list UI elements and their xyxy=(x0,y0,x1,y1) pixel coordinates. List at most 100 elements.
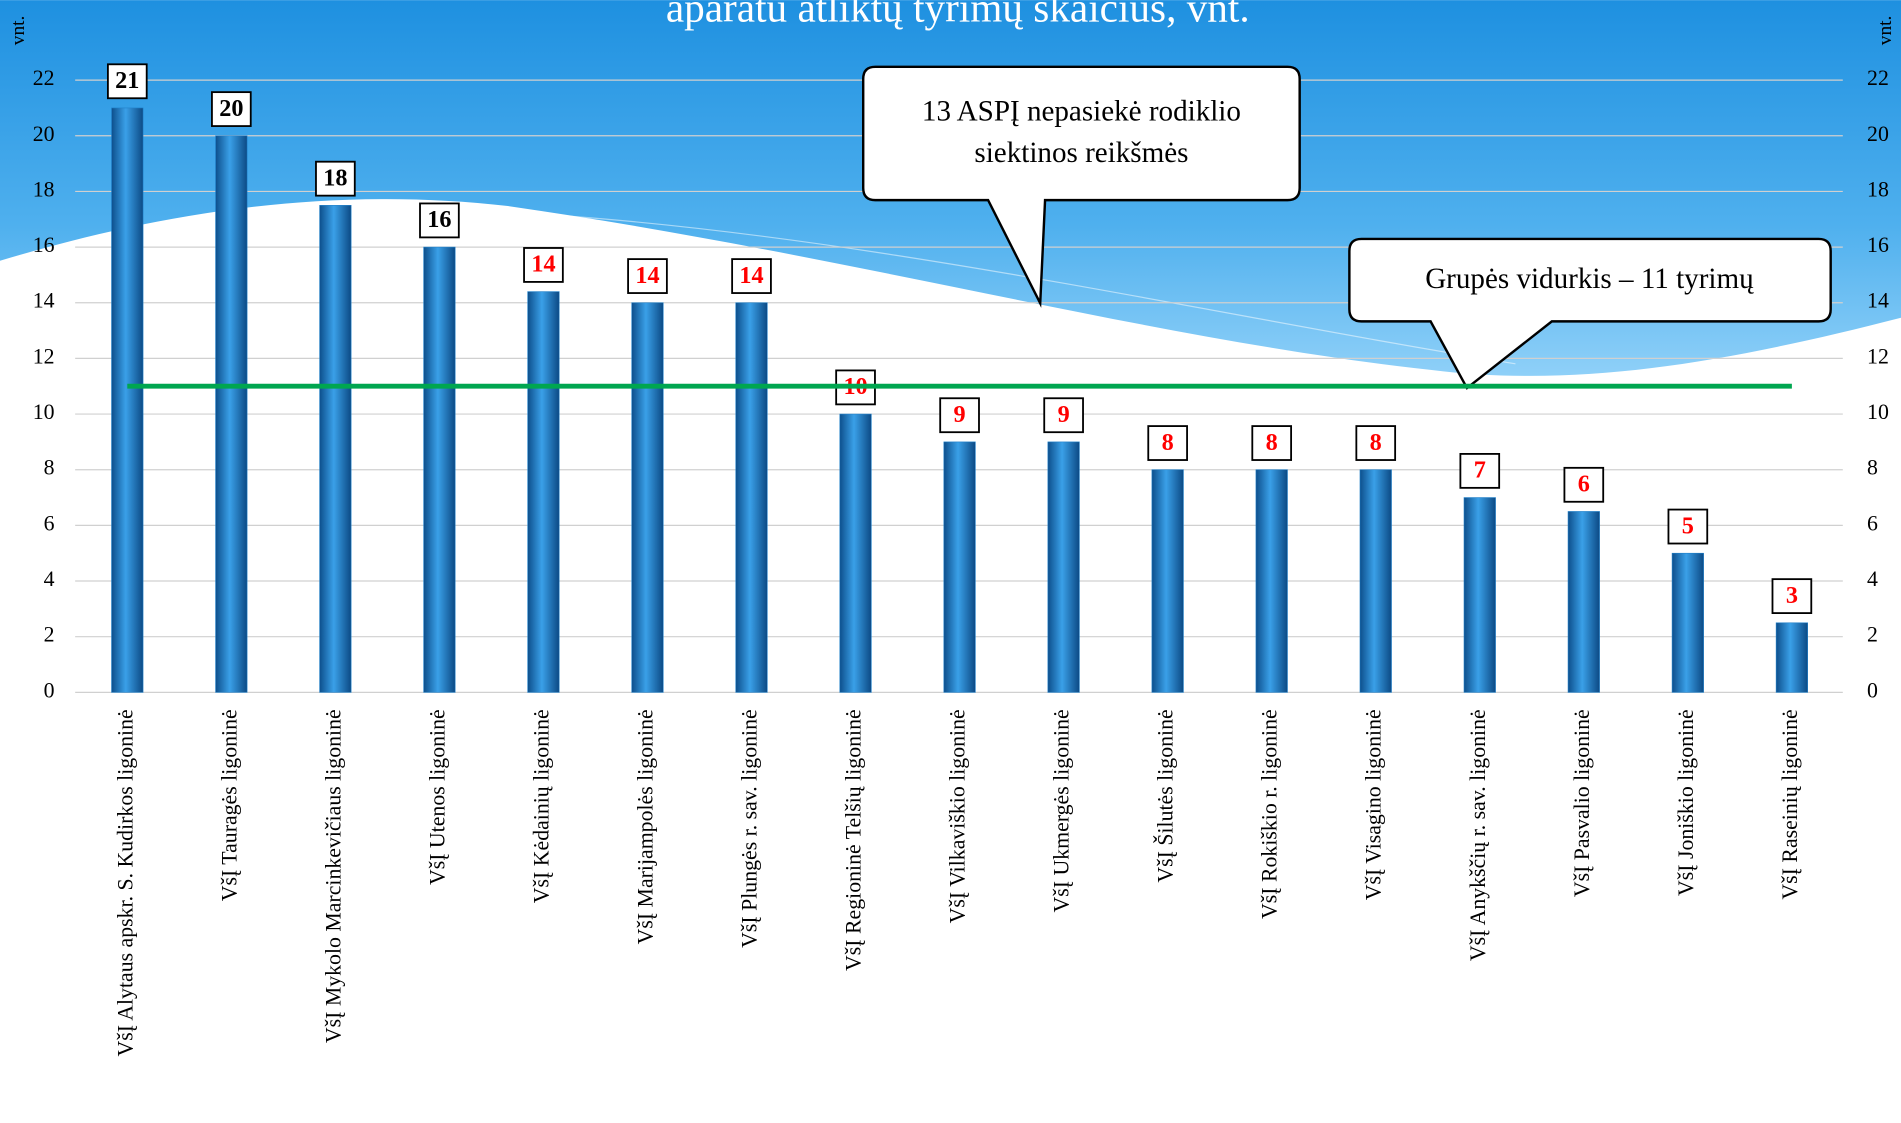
y2-tick-label: 6 xyxy=(1867,511,1878,535)
y-tick-label: 20 xyxy=(33,122,55,146)
x-tick-label: VšĮ Joniškio ligoninė xyxy=(1674,709,1698,896)
x-tick-label: VšĮ Plungės r. sav. ligoninė xyxy=(738,709,762,948)
data-label-box xyxy=(106,63,148,100)
x-tick-label: VšĮ Mykolo Marcinkevičiaus ligoninė xyxy=(321,709,345,1043)
x-tick-label: VšĮ Marijampolės ligoninė xyxy=(633,709,657,944)
data-label-box xyxy=(315,160,356,197)
y-tick-label: 8 xyxy=(44,456,55,480)
y2-tick-label: 8 xyxy=(1867,456,1878,480)
x-tick-label: VšĮ Ukmergės ligoninė xyxy=(1050,709,1074,912)
y2-axis-label: vnt. xyxy=(1875,16,1896,46)
average-label: Grupės vidurkis – 11 tyrimų xyxy=(1425,263,1754,295)
data-label-box xyxy=(1771,578,1813,614)
y2-tick-label: 14 xyxy=(1867,289,1889,313)
y-tick-label: 4 xyxy=(44,567,55,591)
x-tick-label: VšĮ Pasvalio ligoninė xyxy=(1570,709,1594,897)
callout-text: 13 ASPĮ nepasiekė rodiklio xyxy=(922,96,1241,128)
bar xyxy=(215,135,248,693)
x-tick-label: VšĮ Visagino ligoninė xyxy=(1362,709,1386,900)
data-label-box xyxy=(1043,397,1084,434)
bar xyxy=(1047,441,1080,693)
y2-tick-label: 2 xyxy=(1867,623,1878,647)
bar xyxy=(839,413,872,693)
data-label-box xyxy=(1459,453,1501,489)
callout-box xyxy=(1348,237,1832,390)
bar xyxy=(527,291,560,693)
data-label: 18 xyxy=(323,164,347,191)
x-tick-label: VšĮ Alytaus apskr. S. Kudirkos ligoninė xyxy=(113,709,137,1056)
data-label-box xyxy=(419,202,460,239)
bar xyxy=(319,205,352,693)
y-tick-label: 14 xyxy=(33,289,55,313)
x-tick-label: VšĮ Kėdainių ligoninė xyxy=(529,709,553,903)
y-tick-label: 0 xyxy=(44,678,55,702)
data-label: 14 xyxy=(635,262,659,289)
x-tick-label: VšĮ Regioninė Telšių ligoninė xyxy=(842,709,866,971)
data-label: 9 xyxy=(954,401,966,428)
x-tick-label: VšĮ Raseinių ligoninė xyxy=(1778,709,1802,899)
data-label: 5 xyxy=(1682,512,1694,539)
x-tick-label: VšĮ Utenos ligoninė xyxy=(425,709,449,885)
bar xyxy=(1151,469,1184,693)
bar xyxy=(1359,469,1392,693)
y-axis-label: vnt. xyxy=(8,16,29,46)
data-label-box xyxy=(523,247,564,283)
data-label: 20 xyxy=(219,95,243,122)
y2-tick-label: 4 xyxy=(1867,567,1878,591)
callout: 13 ASPĮ nepasiekė rodiklio siektinos reik… xyxy=(861,65,1301,308)
data-label: 16 xyxy=(427,206,451,233)
data-label-box xyxy=(211,91,252,127)
chart-title: aparatu atliktų tyrimų skaičius, vnt. xyxy=(666,0,1250,31)
y2-tick-label: 20 xyxy=(1867,122,1889,146)
data-label: 9 xyxy=(1058,401,1070,428)
data-label: 3 xyxy=(1786,582,1798,609)
y2-tick-label: 18 xyxy=(1867,177,1889,201)
y2-tick-label: 22 xyxy=(1867,66,1889,90)
bar xyxy=(631,302,664,693)
data-label-box xyxy=(1251,425,1293,461)
data-label-box xyxy=(1355,425,1397,461)
y-tick-label: 12 xyxy=(33,344,55,368)
y2-tick-label: 16 xyxy=(1867,233,1889,257)
data-label-box xyxy=(939,397,980,434)
bar xyxy=(111,107,144,693)
data-label: 21 xyxy=(115,67,139,94)
y2-tick-label: 10 xyxy=(1867,400,1889,424)
data-label-box xyxy=(1563,466,1605,503)
callout-box xyxy=(861,65,1301,308)
y-tick-label: 2 xyxy=(44,623,55,647)
y-tick-label: 6 xyxy=(44,511,55,535)
y2-tick-label: 0 xyxy=(1867,678,1878,702)
data-label: 8 xyxy=(1162,429,1174,456)
bar xyxy=(1463,497,1496,693)
data-label: 14 xyxy=(531,251,555,278)
x-tick-label: VšĮ Rokiškio r. ligoninė xyxy=(1258,709,1282,919)
x-tick-label: VšĮ Vilkaviškio ligoninė xyxy=(946,709,970,923)
bar xyxy=(423,246,456,693)
callout: Grupės vidurkis – 11 tyrimų xyxy=(1348,237,1832,390)
y2-tick-label: 12 xyxy=(1867,344,1889,368)
data-label: 7 xyxy=(1474,457,1486,484)
y-tick-label: 22 xyxy=(33,66,55,90)
data-label-box xyxy=(1667,508,1709,545)
data-label: 14 xyxy=(739,262,763,289)
bar xyxy=(1775,622,1808,693)
x-tick-label: VšĮ Tauragės ligoninė xyxy=(217,709,241,901)
data-label: 6 xyxy=(1578,471,1590,498)
data-label: 8 xyxy=(1266,429,1278,456)
bar xyxy=(1671,552,1704,693)
y-tick-label: 18 xyxy=(33,177,55,201)
x-tick-label: VšĮ Anykščių r. sav. ligoninė xyxy=(1466,709,1490,961)
data-label-box xyxy=(1147,425,1188,461)
data-label: 8 xyxy=(1370,429,1382,456)
data-label-box xyxy=(731,258,772,294)
data-label-box xyxy=(627,258,668,294)
y-tick-label: 10 xyxy=(33,400,55,424)
bar xyxy=(735,302,768,693)
bar xyxy=(1255,469,1288,693)
bar xyxy=(943,441,976,693)
y-tick-label: 16 xyxy=(33,233,55,257)
callout-text: siektinos reikšmės xyxy=(974,137,1188,169)
